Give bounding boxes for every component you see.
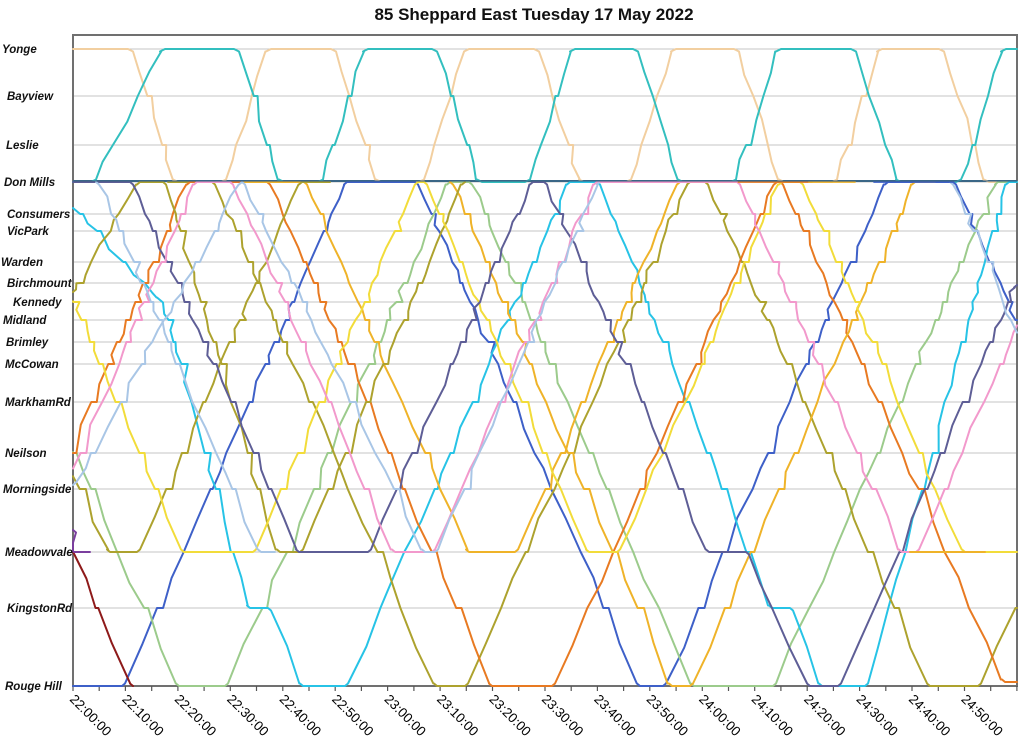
- svg-text:Midland: Midland: [3, 315, 47, 327]
- svg-text:Kennedy: Kennedy: [13, 297, 62, 309]
- svg-text:KingstonRd: KingstonRd: [7, 603, 73, 615]
- svg-text:Warden: Warden: [1, 257, 43, 269]
- svg-text:Neilson: Neilson: [5, 448, 47, 460]
- svg-text:VicPark: VicPark: [7, 226, 49, 238]
- svg-text:Rouge Hill: Rouge Hill: [5, 681, 63, 693]
- svg-text:Consumers: Consumers: [7, 209, 70, 221]
- svg-text:McCowan: McCowan: [5, 359, 59, 371]
- svg-text:Morningside: Morningside: [3, 484, 72, 496]
- svg-text:Brimley: Brimley: [6, 337, 49, 349]
- svg-text:Bayview: Bayview: [7, 91, 54, 103]
- svg-text:Meadowvale: Meadowvale: [5, 547, 73, 559]
- svg-text:MarkhamRd: MarkhamRd: [5, 397, 72, 409]
- svg-text:Birchmount: Birchmount: [7, 278, 73, 290]
- svg-text:Yonge: Yonge: [2, 44, 37, 56]
- svg-text:Don Mills: Don Mills: [4, 177, 55, 189]
- svg-text:Leslie: Leslie: [6, 140, 39, 152]
- svg-text:85 Sheppard East Tuesday 17 Ma: 85 Sheppard East Tuesday 17 May 2022: [374, 5, 693, 24]
